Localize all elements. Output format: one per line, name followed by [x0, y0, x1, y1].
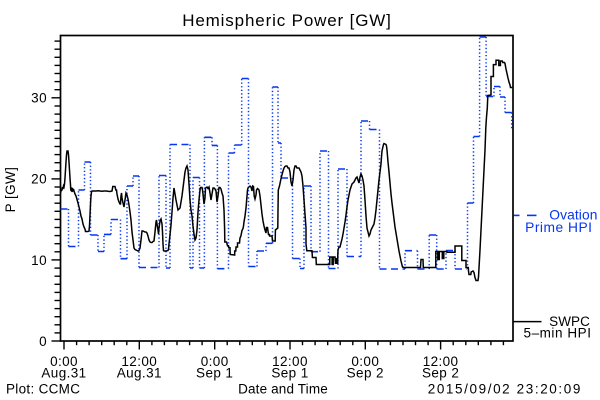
svg-text:Aug.31: Aug.31	[41, 366, 86, 381]
svg-text:10: 10	[31, 253, 47, 268]
svg-text:0:00: 0:00	[351, 354, 379, 369]
svg-text:Sep 1: Sep 1	[271, 366, 308, 381]
svg-text:2015/09/02 23:20:09: 2015/09/02 23:20:09	[428, 381, 582, 396]
svg-text:0:00: 0:00	[50, 354, 78, 369]
svg-text:0: 0	[39, 334, 47, 349]
svg-text:Plot: CCMC: Plot: CCMC	[6, 381, 80, 396]
svg-text:12:00: 12:00	[121, 354, 157, 369]
svg-text:30: 30	[31, 91, 47, 106]
svg-text:Sep 2: Sep 2	[347, 366, 384, 381]
svg-text:Sep 2: Sep 2	[422, 366, 459, 381]
svg-text:0:00: 0:00	[201, 354, 229, 369]
svg-text:20: 20	[31, 172, 47, 187]
svg-text:Ovation: Ovation	[549, 208, 597, 223]
svg-text:12:00: 12:00	[272, 354, 308, 369]
svg-text:Aug.31: Aug.31	[117, 366, 162, 381]
svg-text:SWPC: SWPC	[549, 314, 590, 329]
svg-text:12:00: 12:00	[423, 354, 459, 369]
svg-text:Hemispheric Power [GW]: Hemispheric Power [GW]	[182, 11, 392, 30]
svg-text:Date and Time: Date and Time	[238, 381, 328, 396]
svg-text:Prime HPI: Prime HPI	[525, 220, 592, 235]
svg-text:P [GW]: P [GW]	[3, 167, 18, 213]
svg-text:5–min HPI: 5–min HPI	[524, 325, 592, 340]
svg-text:Sep 1: Sep 1	[196, 366, 233, 381]
